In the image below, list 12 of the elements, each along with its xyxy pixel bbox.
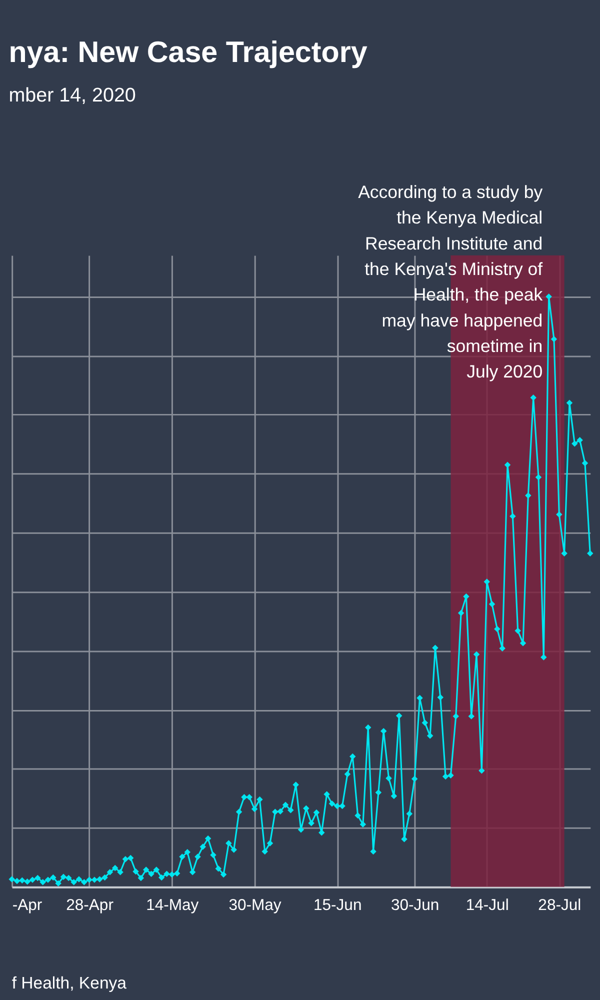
x-tick-label: 30-May [228,897,282,914]
text: f Health, Kenya [12,974,128,993]
x-tick-label: 15-Jun [314,897,362,914]
x-tick-label: 14-Jul [466,897,509,914]
chart-title: nya: New Case Trajectory [8,36,368,69]
x-tick-label: 14-May [146,897,199,914]
band-label: According to a study by the Kenya Medical Research Institute and the Kenya's Ministry of Health, the peak may have happened sometime in July 2020 [358,182,543,382]
x-tick-label: 28-Jul [538,897,582,914]
chart-subtitle: mber 14, 2020 [8,84,136,106]
x-tick-label: 28-Apr [66,897,114,914]
x-tick-label: 30-Jun [390,897,440,914]
x-tick-label: -Apr [12,897,42,914]
